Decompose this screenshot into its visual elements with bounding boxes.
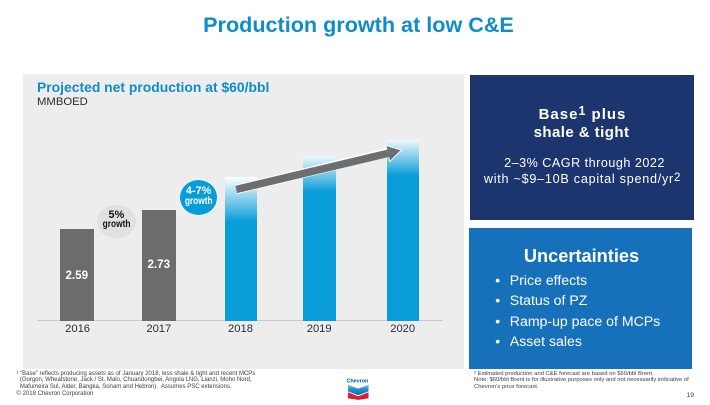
svg-text:Chevron: Chevron [346,379,368,385]
